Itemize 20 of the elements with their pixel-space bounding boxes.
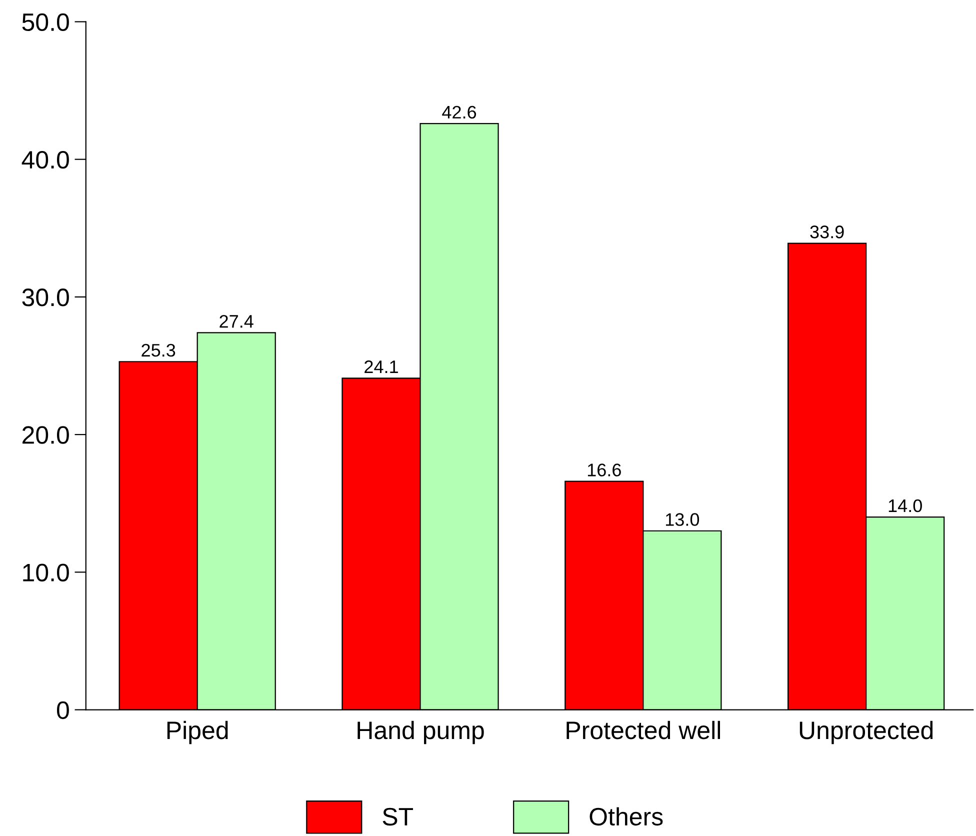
x-tick-label: Unprotected xyxy=(800,720,933,744)
y-tick-label: 0 xyxy=(56,701,69,720)
y-tick-label: 50.0 xyxy=(22,13,69,32)
data-label: 33.9 xyxy=(810,226,844,238)
data-label: 27.4 xyxy=(220,314,254,328)
legend-label: ST xyxy=(382,808,414,826)
data-label: 14.0 xyxy=(888,499,922,512)
x-tick-label: Protected well xyxy=(566,720,720,740)
data-label: 42.6 xyxy=(442,106,476,119)
legend-label: Others xyxy=(590,807,663,826)
x-tick-label: Hand pump xyxy=(358,720,484,744)
data-label: 24.1 xyxy=(364,360,398,373)
x-tick-label: Piped xyxy=(167,720,228,744)
y-tick-label: 20.0 xyxy=(22,426,69,444)
data-label: 25.3 xyxy=(142,344,176,357)
y-tick-label: 40.0 xyxy=(22,150,69,169)
data-label: 16.6 xyxy=(588,464,621,476)
data-label: 13.0 xyxy=(666,513,700,526)
y-tick-label: 10.0 xyxy=(23,564,69,582)
y-tick-label: 30.0 xyxy=(22,288,69,306)
